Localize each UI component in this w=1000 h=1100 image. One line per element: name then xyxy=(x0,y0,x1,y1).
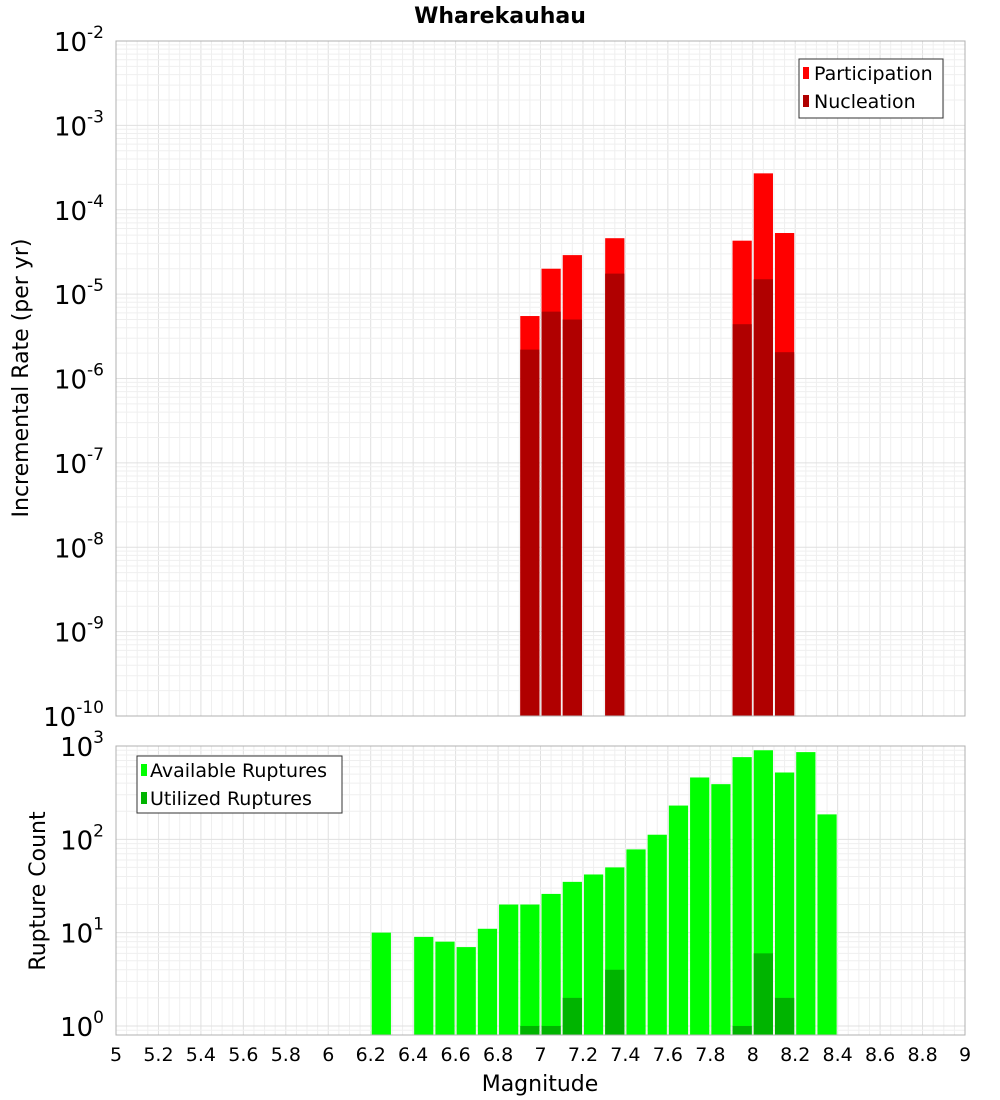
bottom-y-tick-3: 103 xyxy=(60,728,104,763)
top-y-tick-3: 10-3 xyxy=(54,107,104,142)
bar-nucleation-7.95 xyxy=(732,324,752,716)
top-legend: Participation Nucleation xyxy=(798,58,944,119)
x-tick-6-2: 6.2 xyxy=(356,1044,386,1066)
top-y-tick-7: 10-7 xyxy=(54,445,104,480)
bar-utilized-ruptures-6.95 xyxy=(520,1025,540,1035)
x-tick-6-6: 6.6 xyxy=(440,1044,470,1066)
bar-nucleation-7.35 xyxy=(605,273,625,716)
bottom-y-tick-labels: 100 101 102 103 xyxy=(60,728,104,1043)
bar-nucleation-8.05 xyxy=(753,279,773,716)
bar-available-ruptures-8.25 xyxy=(796,752,816,1035)
x-tick-9: 9 xyxy=(959,1044,971,1066)
bottom-plot-bars xyxy=(371,750,837,1035)
x-tick-8: 8 xyxy=(747,1044,759,1066)
top-y-axis-label: Incremental Rate (per yr) xyxy=(9,239,34,518)
x-tick-7-6: 7.6 xyxy=(653,1044,683,1066)
bar-nucleation-6.95 xyxy=(520,349,540,716)
x-tick-8-4: 8.4 xyxy=(823,1044,853,1066)
top-y-tick-2: 10-2 xyxy=(54,23,104,58)
bar-available-ruptures-7.75 xyxy=(690,777,710,1035)
bar-available-ruptures-7.95 xyxy=(732,757,752,1035)
x-tick-8-6: 8.6 xyxy=(865,1044,895,1066)
bar-available-ruptures-6.75 xyxy=(477,928,498,1035)
x-axis-label: Magnitude xyxy=(482,1072,599,1097)
bar-available-ruptures-8.35 xyxy=(817,814,837,1035)
bottom-y-tick-1: 101 xyxy=(60,915,104,950)
bar-utilized-ruptures-7.05 xyxy=(541,1025,561,1035)
x-tick-5-8: 5.8 xyxy=(271,1044,301,1066)
bar-available-ruptures-6.55 xyxy=(435,941,455,1035)
x-tick-8-2: 8.2 xyxy=(780,1044,810,1066)
bar-available-ruptures-7.45 xyxy=(626,849,646,1035)
bar-utilized-ruptures-7.35 xyxy=(605,969,625,1035)
top-plot-frame xyxy=(115,40,966,717)
bottom-y-axis-label: Rupture Count xyxy=(26,811,51,971)
legend-label-nucleation: Nucleation xyxy=(814,91,916,113)
legend-swatch-participation xyxy=(803,67,809,79)
bottom-y-tick-0: 100 xyxy=(60,1008,104,1043)
bar-nucleation-8.15 xyxy=(774,352,795,716)
legend-swatch-utilized-ruptures xyxy=(141,792,147,804)
x-tick-6-4: 6.4 xyxy=(398,1044,428,1066)
bar-available-ruptures-7.05 xyxy=(541,893,561,1035)
chart-title: Wharekauhau xyxy=(414,4,586,29)
bar-nucleation-7.15 xyxy=(562,319,582,716)
x-tick-6: 6 xyxy=(322,1044,334,1066)
bar-nucleation-7.05 xyxy=(541,311,561,716)
bar-utilized-ruptures-7.95 xyxy=(732,1025,752,1035)
bar-available-ruptures-6.65 xyxy=(456,947,476,1035)
top-legend-box xyxy=(798,58,944,119)
x-tick-5-4: 5.4 xyxy=(186,1044,216,1066)
top-plot-bars xyxy=(520,173,795,717)
top-y-tick-4: 10-4 xyxy=(54,192,104,227)
legend-label-participation: Participation xyxy=(814,63,933,85)
top-y-tick-8: 10-8 xyxy=(54,529,104,564)
bar-utilized-ruptures-8.15 xyxy=(774,997,795,1035)
bar-available-ruptures-6.25 xyxy=(371,932,391,1035)
bottom-legend: Available Ruptures Utilized Ruptures xyxy=(136,755,343,814)
top-y-tick-9: 10-9 xyxy=(54,614,104,649)
top-y-tick-5: 10-5 xyxy=(54,276,104,311)
bar-available-ruptures-7.25 xyxy=(583,874,604,1035)
top-y-tick-labels: 10-10 10-9 10-8 10-7 10-6 10-5 10-4 10-3 10-2 xyxy=(43,23,104,733)
bar-available-ruptures-6.95 xyxy=(520,904,540,1035)
legend-swatch-nucleation xyxy=(803,95,809,107)
bottom-y-tick-2: 102 xyxy=(60,821,104,856)
bottom-plot-frame xyxy=(115,745,966,1036)
x-tick-7-4: 7.4 xyxy=(610,1044,640,1066)
x-tick-7: 7 xyxy=(534,1044,546,1066)
x-tick-5-6: 5.6 xyxy=(228,1044,258,1066)
bar-available-ruptures-7.85 xyxy=(711,784,731,1035)
legend-label-utilized-ruptures: Utilized Ruptures xyxy=(150,788,312,810)
legend-label-available-ruptures: Available Ruptures xyxy=(150,760,327,782)
bar-utilized-ruptures-8.05 xyxy=(753,953,773,1035)
bar-available-ruptures-6.85 xyxy=(499,904,519,1035)
x-tick-8-8: 8.8 xyxy=(907,1044,937,1066)
bar-available-ruptures-7.15 xyxy=(562,881,582,1035)
bar-utilized-ruptures-7.15 xyxy=(562,997,582,1035)
x-tick-7-8: 7.8 xyxy=(695,1044,725,1066)
top-y-tick-10: 10-10 xyxy=(43,698,104,733)
top-plot-grid xyxy=(115,40,966,717)
bar-available-ruptures-8.15 xyxy=(774,772,795,1035)
legend-swatch-available-ruptures xyxy=(141,764,147,776)
x-tick-5: 5 xyxy=(110,1044,122,1066)
top-y-tick-6: 10-6 xyxy=(54,361,104,396)
x-tick-7-2: 7.2 xyxy=(568,1044,598,1066)
bar-available-ruptures-7.65 xyxy=(668,805,689,1035)
x-tick-labels: 5 5.2 5.4 5.6 5.8 6 6.2 6.4 6.6 6.8 7 7.2 7.4 7.6 7.8 8… xyxy=(110,1044,971,1066)
x-tick-5-2: 5.2 xyxy=(143,1044,173,1066)
bottom-legend-box xyxy=(136,755,343,814)
x-tick-6-8: 6.8 xyxy=(483,1044,513,1066)
bar-available-ruptures-7.55 xyxy=(647,834,667,1035)
bar-available-ruptures-6.45 xyxy=(414,936,434,1035)
